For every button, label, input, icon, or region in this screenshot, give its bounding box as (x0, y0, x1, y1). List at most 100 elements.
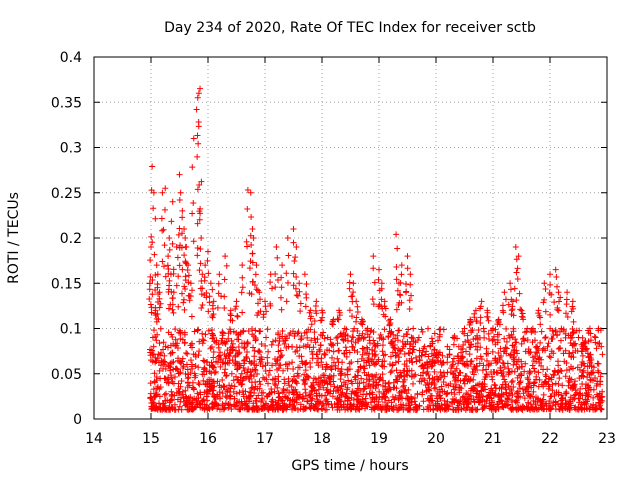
data-point (255, 309, 262, 316)
data-point (363, 344, 370, 351)
data-point (458, 385, 465, 392)
data-point (160, 346, 167, 353)
data-point (196, 182, 203, 189)
data-point (170, 358, 177, 365)
data-point (229, 317, 236, 324)
data-point (158, 215, 165, 222)
data-point (499, 302, 506, 309)
data-point (149, 239, 156, 246)
data-point (444, 354, 451, 361)
data-point (402, 289, 409, 296)
data-point (275, 403, 282, 410)
data-point (194, 252, 201, 259)
data-point (179, 364, 186, 371)
data-point (255, 300, 262, 307)
data-point (201, 406, 208, 413)
data-point (292, 386, 299, 393)
data-point (296, 364, 303, 371)
data-point (556, 344, 563, 351)
data-point (189, 399, 196, 406)
data-point (231, 383, 238, 390)
data-point (359, 330, 366, 337)
data-point (542, 285, 549, 292)
data-point (440, 369, 447, 376)
data-point (318, 317, 325, 324)
data-point (436, 386, 443, 393)
data-point (466, 321, 473, 328)
data-point (226, 357, 233, 364)
data-point (368, 372, 375, 379)
data-point (382, 305, 389, 312)
data-point (313, 392, 320, 399)
data-point (547, 271, 553, 278)
data-point (330, 348, 337, 355)
data-point (284, 395, 291, 402)
data-point (210, 311, 217, 318)
data-point (223, 262, 230, 269)
data-point (253, 262, 260, 269)
data-point (241, 345, 248, 352)
data-point (179, 266, 186, 273)
data-point (335, 403, 342, 410)
data-point (569, 385, 576, 392)
data-point (271, 388, 278, 395)
data-point (247, 360, 254, 367)
data-point (174, 396, 181, 403)
data-point (578, 373, 585, 380)
data-point (165, 265, 172, 272)
data-point (238, 381, 245, 388)
data-point (311, 317, 318, 324)
data-point (530, 397, 537, 404)
data-point (181, 225, 188, 232)
data-point (161, 242, 168, 249)
data-point (166, 277, 173, 284)
data-point (569, 298, 576, 305)
data-point (364, 325, 371, 332)
data-point (157, 300, 164, 307)
data-point (477, 319, 484, 326)
data-point (199, 340, 206, 347)
data-point (451, 377, 458, 384)
data-point (408, 373, 415, 380)
data-point (285, 378, 292, 385)
data-point (472, 343, 479, 350)
data-point (184, 375, 191, 382)
data-point (477, 344, 484, 351)
data-point (553, 273, 560, 280)
data-point (378, 280, 385, 287)
data-point (550, 371, 557, 378)
data-point (376, 388, 383, 395)
data-point (320, 384, 327, 391)
data-point (355, 398, 362, 405)
data-point (393, 264, 400, 271)
data-point (381, 358, 388, 365)
data-point (249, 259, 256, 266)
data-point (538, 405, 545, 412)
data-point (200, 377, 207, 384)
y-tick-label: 0.05 (51, 367, 82, 383)
data-point (258, 389, 265, 396)
data-point (269, 285, 276, 292)
data-point (595, 369, 602, 376)
data-point (405, 386, 412, 393)
x-tick-label: 18 (313, 431, 331, 447)
data-point (323, 387, 330, 394)
data-point (283, 298, 290, 305)
data-point (354, 303, 361, 310)
data-point (420, 398, 427, 405)
data-point (200, 368, 207, 375)
data-point (200, 397, 207, 404)
data-point (280, 338, 287, 345)
data-point (396, 347, 403, 354)
data-point (175, 231, 182, 238)
data-point (257, 296, 264, 303)
data-point (349, 343, 356, 350)
data-point (168, 218, 175, 225)
data-point (426, 375, 433, 382)
data-point (296, 288, 303, 295)
data-point (490, 368, 497, 375)
data-point (278, 274, 285, 281)
data-point (307, 404, 314, 411)
data-point (591, 333, 598, 340)
data-point (264, 326, 271, 333)
